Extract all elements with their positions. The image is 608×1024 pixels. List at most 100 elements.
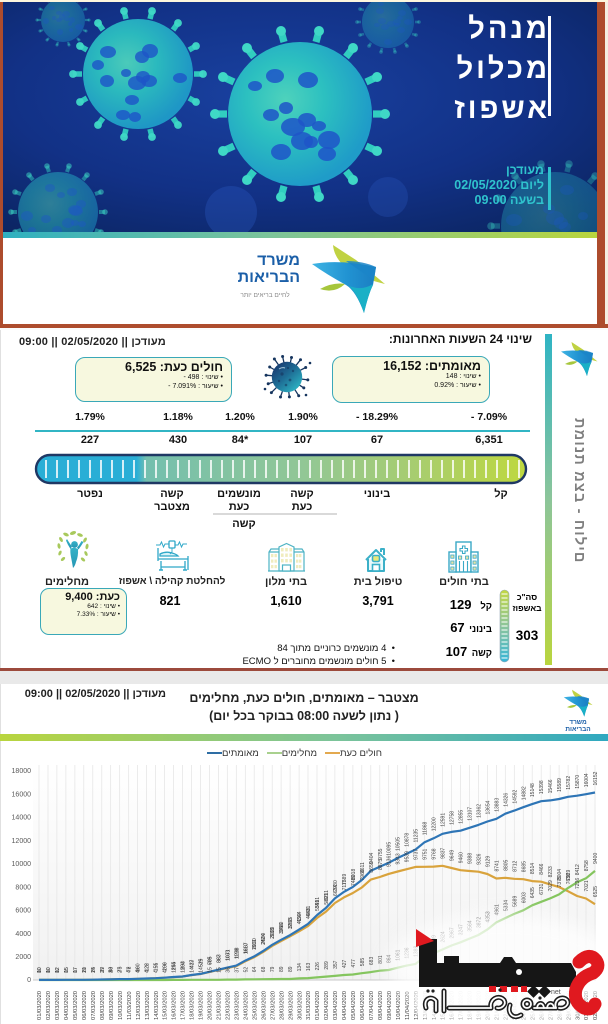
svg-text:10: 10 <box>46 967 52 973</box>
svg-text:16/03/2020: 16/03/2020 <box>172 991 178 1020</box>
svg-text:89: 89 <box>279 966 285 972</box>
svg-text:37: 37 <box>100 967 106 973</box>
svg-text:4: 4 <box>154 970 160 973</box>
svg-text:12: 12 <box>55 967 61 973</box>
svg-text:2000: 2000 <box>15 954 31 961</box>
svg-text:12591: 12591 <box>441 813 447 827</box>
svg-text:16004: 16004 <box>584 773 590 787</box>
svg-text:96: 96 <box>136 966 142 972</box>
svg-text:244: 244 <box>172 962 178 971</box>
svg-text:0: 0 <box>27 977 31 984</box>
svg-text:25/03/2020: 25/03/2020 <box>252 991 258 1020</box>
svg-text:9326: 9326 <box>476 853 482 864</box>
svg-text:9649: 9649 <box>450 850 456 861</box>
svg-text:705: 705 <box>207 956 213 965</box>
svg-text:4: 4 <box>145 970 151 973</box>
svg-text:39: 39 <box>100 967 106 973</box>
svg-text:9539: 9539 <box>405 851 411 862</box>
svg-text:03/03/2020: 03/03/2020 <box>55 991 61 1020</box>
svg-text:06/04/2020: 06/04/2020 <box>360 991 366 1020</box>
svg-text:24: 24 <box>91 967 97 973</box>
svg-text:7929: 7929 <box>566 870 572 881</box>
svg-text:16152: 16152 <box>593 771 599 785</box>
svg-text:2: 2 <box>109 970 115 973</box>
svg-text:5891: 5891 <box>324 893 330 904</box>
svg-text:10: 10 <box>46 967 52 973</box>
svg-text:76: 76 <box>127 966 133 972</box>
svg-text:11/04/2020: 11/04/2020 <box>405 991 411 1020</box>
svg-text:03/04/2020: 03/04/2020 <box>333 991 339 1020</box>
svg-text:883: 883 <box>216 954 222 963</box>
svg-text:06/03/2020: 06/03/2020 <box>82 991 88 1020</box>
svg-text:50: 50 <box>109 967 115 973</box>
svg-text:0: 0 <box>55 970 61 973</box>
svg-text:15466: 15466 <box>548 779 554 793</box>
svg-text:01/04/2020: 01/04/2020 <box>315 991 321 1020</box>
svg-text:9136: 9136 <box>387 856 393 867</box>
svg-text:2030: 2030 <box>252 938 258 949</box>
svg-text:2: 2 <box>118 970 124 973</box>
svg-text:8233: 8233 <box>548 866 554 877</box>
svg-text:15782: 15782 <box>566 776 572 790</box>
svg-text:155: 155 <box>154 963 160 972</box>
svg-text:2938: 2938 <box>270 928 276 939</box>
svg-text:163: 163 <box>306 963 312 972</box>
svg-text:1667: 1667 <box>243 942 249 953</box>
svg-text:24/03/2020: 24/03/2020 <box>244 991 250 1020</box>
svg-text:0: 0 <box>37 970 43 973</box>
svg-text:8805: 8805 <box>503 859 509 870</box>
svg-text:15589: 15589 <box>557 778 563 792</box>
svg-text:75: 75 <box>118 966 124 972</box>
svg-text:64: 64 <box>252 967 258 973</box>
svg-text:14882: 14882 <box>521 786 527 800</box>
svg-text:6000: 6000 <box>15 908 31 915</box>
svg-text:15: 15 <box>216 967 222 973</box>
svg-text:4: 4 <box>136 970 142 973</box>
svg-text:28/03/2020: 28/03/2020 <box>279 991 285 1020</box>
svg-text:10/03/2020: 10/03/2020 <box>118 991 124 1020</box>
svg-text:14592: 14592 <box>512 789 518 803</box>
svg-text:12200: 12200 <box>432 817 438 831</box>
svg-text:36: 36 <box>225 967 231 973</box>
svg-text:73: 73 <box>118 966 124 972</box>
svg-text:20: 20 <box>82 967 88 973</box>
svg-text:9129: 9129 <box>485 856 491 867</box>
svg-text:1198: 1198 <box>234 948 240 959</box>
svg-text:29/03/2020: 29/03/2020 <box>288 991 294 1020</box>
svg-text:27/03/2020: 27/03/2020 <box>270 991 276 1020</box>
svg-text:196: 196 <box>163 962 169 971</box>
svg-text:16000: 16000 <box>12 791 32 798</box>
svg-text:11235: 11235 <box>414 829 420 843</box>
svg-text:2424: 2424 <box>261 934 267 945</box>
svg-text:689: 689 <box>207 956 213 965</box>
svg-text:7029: 7029 <box>548 880 554 891</box>
svg-text:4192: 4192 <box>297 913 303 924</box>
svg-text:126: 126 <box>145 963 151 972</box>
svg-text:529: 529 <box>198 958 204 967</box>
svg-text:867: 867 <box>216 954 222 963</box>
svg-text:10: 10 <box>37 967 43 973</box>
svg-text:15398: 15398 <box>539 780 545 794</box>
svg-text:9768: 9768 <box>432 848 438 859</box>
svg-text:15/03/2020: 15/03/2020 <box>163 991 169 1020</box>
svg-text:13362: 13362 <box>476 804 482 818</box>
svg-text:8712: 8712 <box>512 860 518 871</box>
svg-text:10000: 10000 <box>12 861 32 868</box>
svg-text:07/04/2020: 07/04/2020 <box>369 991 375 1020</box>
svg-text:100: 100 <box>136 963 142 972</box>
svg-text:18/03/2020: 18/03/2020 <box>190 991 196 1020</box>
svg-text:9737: 9737 <box>414 849 420 860</box>
svg-text:8611: 8611 <box>360 862 366 873</box>
svg-text:14: 14 <box>190 967 196 973</box>
svg-text:7117: 7117 <box>342 879 348 890</box>
svg-text:17: 17 <box>73 967 79 973</box>
svg-text:801: 801 <box>378 955 384 964</box>
svg-text:5341: 5341 <box>315 900 321 911</box>
svg-text:23/03/2020: 23/03/2020 <box>235 991 241 1020</box>
svg-text:151: 151 <box>154 963 160 972</box>
svg-text:7236: 7236 <box>575 878 581 889</box>
svg-text:04/03/2020: 04/03/2020 <box>64 991 70 1020</box>
svg-text:4831: 4831 <box>306 906 312 917</box>
svg-text:515: 515 <box>198 958 204 967</box>
svg-text:52: 52 <box>243 967 249 973</box>
